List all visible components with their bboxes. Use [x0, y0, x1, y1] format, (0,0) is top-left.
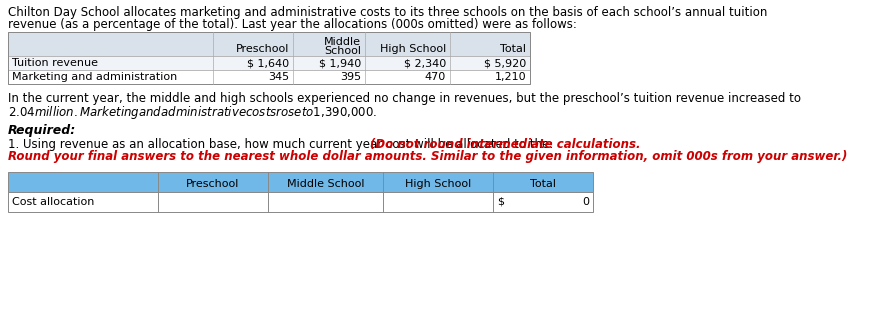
Text: Total: Total — [530, 179, 556, 189]
Bar — [8, 56, 530, 70]
Text: 470: 470 — [425, 72, 446, 82]
Text: In the current year, the middle and high schools experienced no change in revenu: In the current year, the middle and high… — [8, 92, 801, 105]
Text: Marketing and administration: Marketing and administration — [12, 72, 177, 82]
Text: $: $ — [497, 197, 504, 207]
Bar — [8, 70, 530, 84]
Text: $ 5,920: $ 5,920 — [484, 58, 526, 68]
Bar — [8, 32, 530, 56]
Text: $ 1,640: $ 1,640 — [247, 58, 289, 68]
Text: Middle: Middle — [324, 37, 361, 47]
Bar — [8, 192, 593, 212]
Text: Tuition revenue: Tuition revenue — [12, 58, 98, 68]
Text: 345: 345 — [268, 72, 289, 82]
Text: High School: High School — [404, 179, 471, 189]
Bar — [8, 32, 530, 84]
Text: $2.04 million. Marketing and administrative costs rose to $1,390,000.: $2.04 million. Marketing and administrat… — [8, 104, 377, 121]
Text: (Do not round intermediate calculations.: (Do not round intermediate calculations. — [370, 138, 640, 151]
Text: Preschool: Preschool — [187, 179, 240, 189]
Text: School: School — [324, 46, 361, 56]
Text: $ 2,340: $ 2,340 — [404, 58, 446, 68]
Text: $ 1,940: $ 1,940 — [319, 58, 361, 68]
Text: 1. Using revenue as an allocation base, how much current year cost will be alloc: 1. Using revenue as an allocation base, … — [8, 138, 557, 151]
Text: Cost allocation: Cost allocation — [12, 197, 94, 207]
Text: Total: Total — [500, 44, 526, 54]
Bar — [8, 172, 593, 192]
Text: 0: 0 — [582, 197, 589, 207]
Text: revenue (as a percentage of the total). Last year the allocations (000s omitted): revenue (as a percentage of the total). … — [8, 18, 577, 31]
Text: 395: 395 — [340, 72, 361, 82]
Text: Round your final answers to the nearest whole dollar amounts. Similar to the giv: Round your final answers to the nearest … — [8, 150, 847, 163]
Text: Middle School: Middle School — [287, 179, 364, 189]
Text: Preschool: Preschool — [236, 44, 289, 54]
Text: Chilton Day School allocates marketing and administrative costs to its three sch: Chilton Day School allocates marketing a… — [8, 6, 767, 19]
Text: High School: High School — [380, 44, 446, 54]
Text: Required:: Required: — [8, 124, 76, 137]
Text: 1,210: 1,210 — [494, 72, 526, 82]
